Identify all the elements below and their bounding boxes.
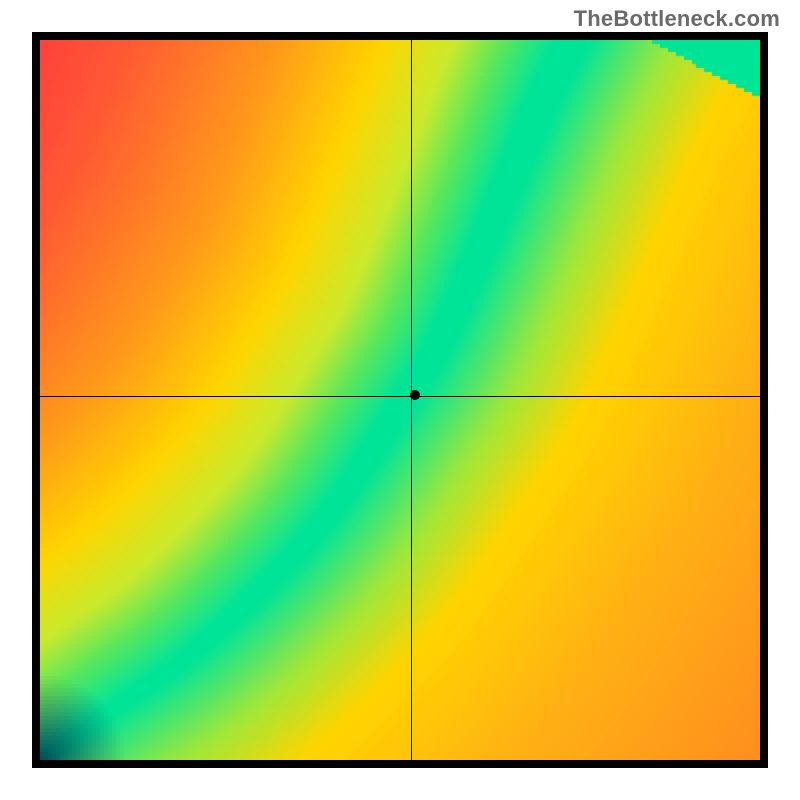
figure-container: TheBottleneck.com xyxy=(0,0,800,800)
attribution-label: TheBottleneck.com xyxy=(574,6,780,32)
plot-area xyxy=(40,40,760,760)
bottleneck-heatmap xyxy=(40,40,760,760)
plot-frame xyxy=(32,32,768,768)
